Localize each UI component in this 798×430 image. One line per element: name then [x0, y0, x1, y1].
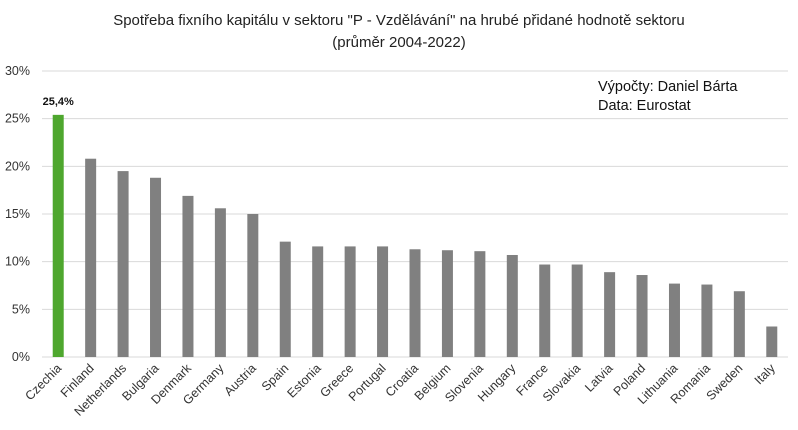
bar-germany [214, 208, 226, 357]
y-tick-label: 5% [12, 302, 30, 316]
bar-denmark [182, 195, 194, 357]
x-tick-label: Austria [222, 361, 259, 398]
bar-croatia [409, 249, 421, 357]
bar-slovakia [571, 264, 583, 357]
chart-subtitle: (průměr 2004-2022) [332, 34, 465, 51]
y-tick-label: 20% [5, 159, 30, 173]
bar-czechia [52, 114, 64, 357]
y-tick-label: 0% [12, 350, 30, 364]
x-tick-label: Estonia [284, 361, 323, 400]
bar-slovenia [474, 251, 486, 357]
bar-italy [766, 326, 778, 357]
bar-latvia [604, 272, 616, 357]
chart-title: Spotřeba fixního kapitálu v sektoru "P -… [113, 12, 685, 29]
bar-romania [701, 284, 713, 357]
bars [52, 114, 778, 357]
bar-sweden [733, 291, 745, 357]
bar-poland [636, 275, 648, 357]
bar-belgium [441, 250, 453, 357]
bar-lithuania [668, 283, 680, 357]
bar-netherlands [117, 171, 129, 357]
y-tick-label: 25% [5, 112, 30, 126]
annotation-source: Data: Eurostat [598, 98, 691, 114]
bar-spain [279, 241, 291, 357]
y-tick-label: 15% [5, 207, 30, 221]
bar-portugal [377, 246, 389, 357]
annotation-author: Výpočty: Daniel Bárta [598, 79, 738, 95]
x-tick-label: Sweden [704, 361, 746, 403]
y-tick-label: 10% [5, 255, 30, 269]
bar-austria [247, 214, 259, 357]
x-tick-label: Czechia [22, 361, 64, 403]
data-label: 25,4% [43, 96, 74, 108]
bar-bulgaria [150, 177, 162, 357]
bar-greece [344, 246, 356, 357]
bar-finland [85, 158, 97, 357]
bar-hungary [506, 254, 518, 357]
x-tick-label: Italy [752, 361, 779, 388]
bar-estonia [312, 246, 324, 357]
y-tick-label: 30% [5, 64, 30, 78]
bar-france [539, 264, 551, 357]
